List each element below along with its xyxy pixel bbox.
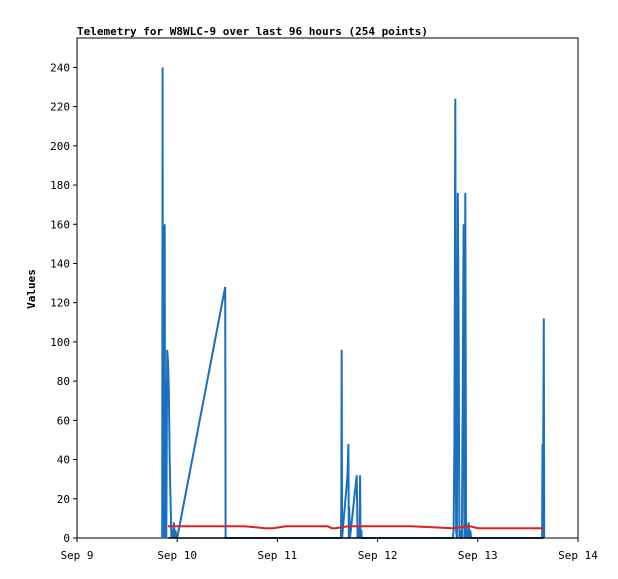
x-tick-label: Sep 14 xyxy=(558,549,598,562)
y-tick-label: 40 xyxy=(57,454,70,467)
y-axis-label: Values xyxy=(25,269,38,309)
chart-title: Telemetry for W8WLC-9 over last 96 hours… xyxy=(77,25,428,38)
y-tick-label: 100 xyxy=(50,336,70,349)
x-tick-label: Sep 10 xyxy=(157,549,197,562)
y-tick-label: 240 xyxy=(50,61,70,74)
y-axis: 0 20 40 60 80 100 120 140 160 180 200 220 240 xyxy=(50,61,77,545)
x-axis: Sep 9 Sep 10 Sep 11 Sep 12 Sep 13 Sep 14 xyxy=(60,538,598,562)
y-tick-label: 20 xyxy=(57,493,70,506)
y-tick-label: 60 xyxy=(57,414,70,427)
y-tick-label: 120 xyxy=(50,297,70,310)
y-tick-label: 0 xyxy=(63,532,70,545)
x-tick-label: Sep 12 xyxy=(358,549,398,562)
series-layer xyxy=(161,67,546,539)
y-tick-label: 180 xyxy=(50,179,70,192)
x-tick-label: Sep 11 xyxy=(258,549,298,562)
y-tick-label: 160 xyxy=(50,218,70,231)
y-tick-label: 220 xyxy=(50,101,70,114)
y-tick-label: 140 xyxy=(50,257,70,270)
y-tick-label: 200 xyxy=(50,140,70,153)
plot-frame xyxy=(76,37,579,539)
series-line-2 xyxy=(168,525,545,530)
y-tick-label: 80 xyxy=(57,375,70,388)
series-line-1 xyxy=(161,67,546,539)
x-tick-label: Sep 13 xyxy=(458,549,498,562)
x-tick-label: Sep 9 xyxy=(60,549,93,562)
